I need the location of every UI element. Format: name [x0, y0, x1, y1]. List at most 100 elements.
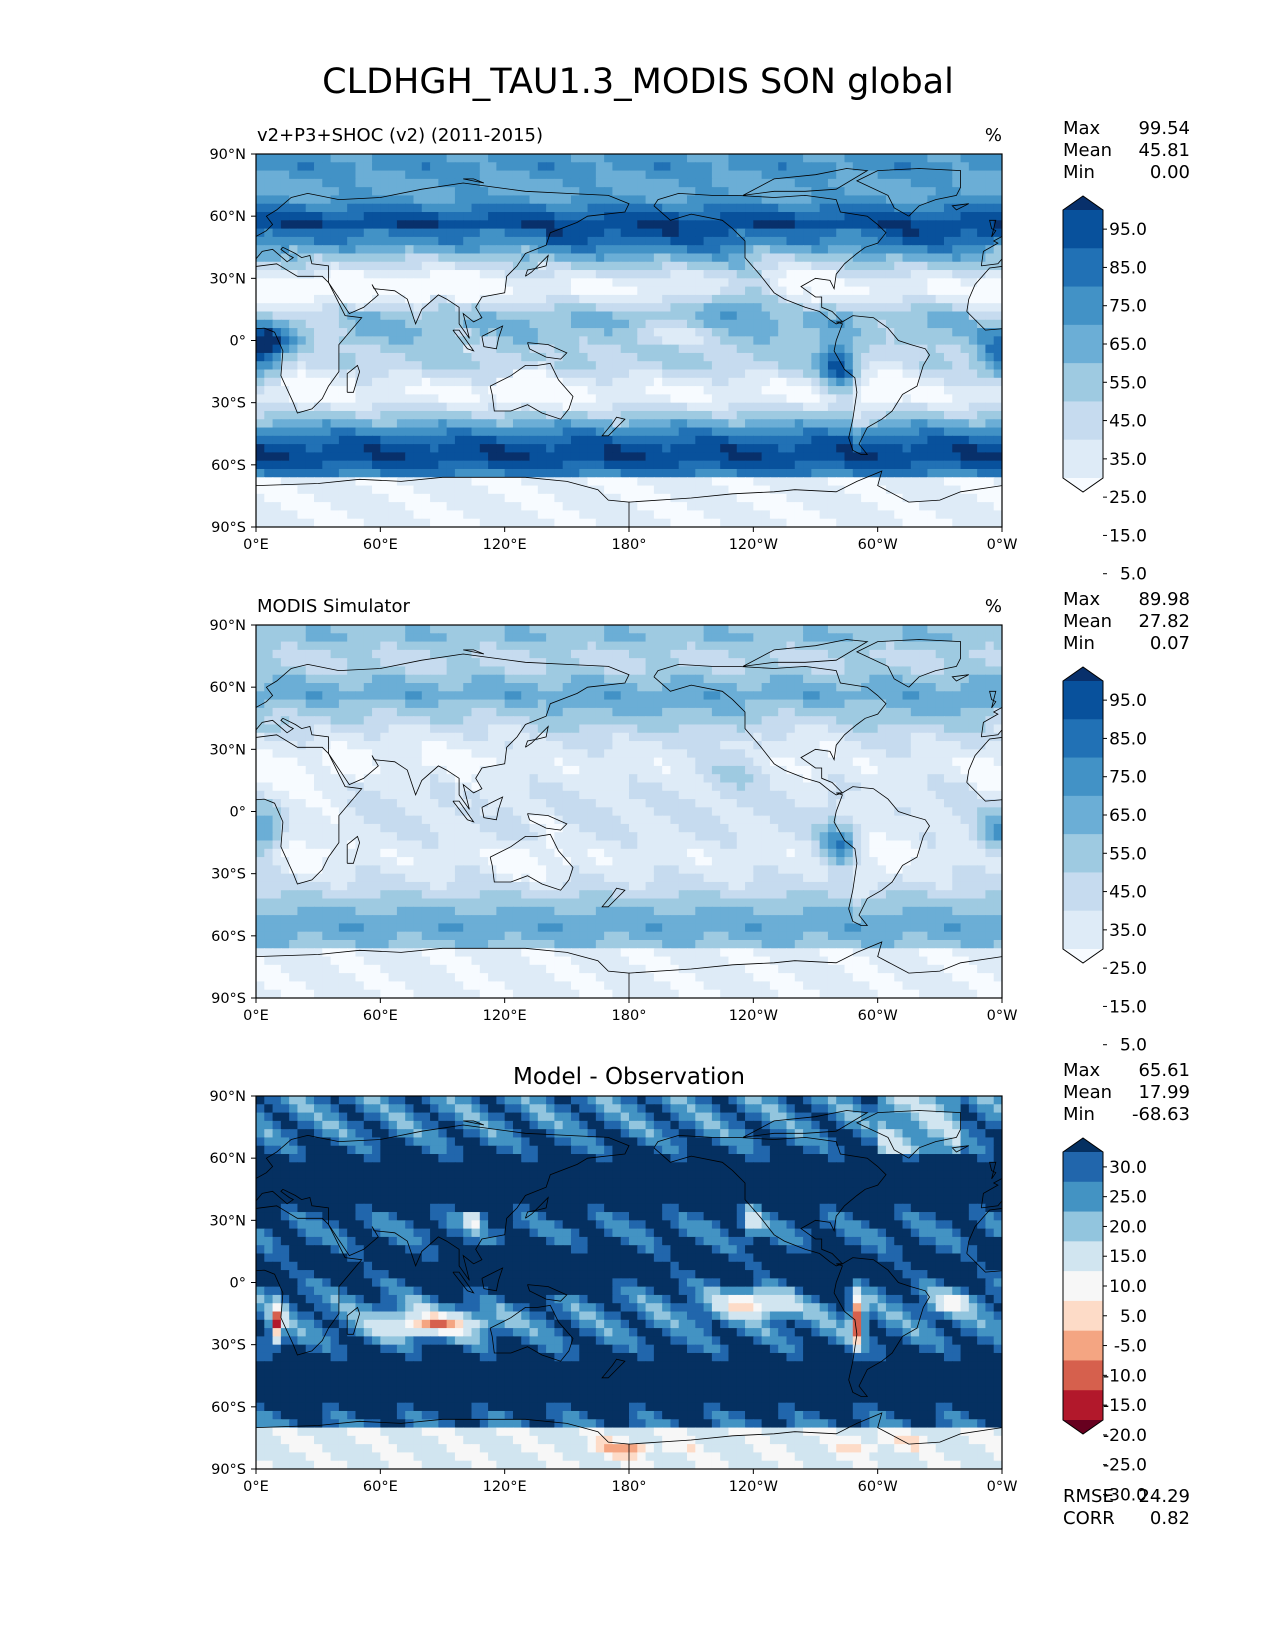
heatmap-cell	[272, 311, 282, 321]
heatmap-cell	[330, 319, 340, 329]
heatmap-cell	[645, 683, 655, 692]
heatmap-cell	[430, 212, 439, 221]
heatmap-cell	[521, 286, 531, 296]
heatmap-cell	[653, 170, 663, 180]
heatmap-cell	[827, 402, 837, 412]
heatmap-cell	[521, 419, 531, 429]
heatmap-cell	[687, 195, 696, 205]
heatmap-cell	[595, 649, 605, 659]
heatmap-cell	[479, 286, 489, 296]
heatmap-cell	[305, 468, 315, 478]
heatmap-cell	[803, 170, 812, 180]
heatmap-cell	[836, 452, 846, 462]
heatmap-cell	[330, 649, 340, 659]
heatmap-cell	[579, 278, 589, 288]
heatmap-cell	[952, 444, 962, 453]
heatmap-cell	[786, 253, 796, 263]
heatmap-cell	[430, 195, 439, 205]
heatmap-cell	[703, 253, 713, 263]
heatmap-cell	[430, 683, 439, 692]
heatmap-cell	[877, 344, 887, 354]
heatmap-cell	[927, 352, 937, 362]
heatmap-cell	[678, 510, 688, 520]
heatmap-cell	[471, 683, 481, 692]
heatmap-cell	[612, 311, 622, 321]
heatmap-cell	[504, 419, 514, 429]
heatmap-cell	[595, 154, 605, 163]
heatmap-cell	[943, 311, 953, 321]
heatmap-cell	[769, 674, 779, 684]
heatmap-cell	[695, 377, 705, 387]
heatmap-cell	[612, 187, 622, 197]
heatmap-cell	[595, 245, 605, 255]
heatmap-cell	[479, 195, 489, 205]
heatmap-cell	[952, 319, 962, 329]
heatmap-cell	[695, 460, 705, 470]
heatmap-cell	[745, 427, 754, 437]
heatmap-cell	[322, 427, 332, 437]
heatmap-cell	[836, 178, 846, 188]
heatmap-cell	[280, 427, 290, 437]
heatmap-cell	[421, 674, 431, 684]
heatmap-cell	[736, 410, 746, 420]
heatmap-cell	[488, 278, 497, 288]
heatmap-cell	[678, 410, 688, 420]
heatmap-cell	[703, 311, 713, 321]
heatmap-cell	[687, 502, 696, 512]
heatmap-cell	[869, 270, 879, 279]
heatmap-cell	[877, 666, 887, 676]
heatmap-cell	[786, 236, 796, 246]
heatmap-cell	[488, 154, 497, 163]
heatmap-cell	[570, 518, 580, 527]
colorbar-segment	[1063, 324, 1103, 364]
heatmap-cell	[662, 502, 672, 512]
heatmap-cell	[786, 683, 796, 692]
heatmap-cell	[587, 394, 597, 404]
heatmap-cell	[778, 369, 788, 379]
heatmap-cell	[529, 245, 539, 255]
heatmap-cell	[446, 294, 456, 304]
heatmap-cell	[910, 319, 920, 329]
heatmap-cell	[471, 427, 481, 437]
heatmap-cell	[637, 212, 647, 221]
heatmap-cell	[678, 170, 688, 180]
heatmap-cell	[595, 625, 605, 634]
heatmap-cell	[355, 203, 365, 213]
heatmap-cell	[985, 625, 995, 634]
heatmap-cell	[687, 352, 696, 362]
heatmap-cell	[372, 294, 381, 304]
heatmap-cell	[454, 294, 464, 304]
x-tick-label: 120°E	[483, 537, 527, 553]
heatmap-cell	[546, 154, 555, 163]
heatmap-cell	[512, 386, 522, 395]
heatmap-cell	[454, 452, 464, 462]
heatmap-cell	[695, 228, 705, 238]
heatmap-cell	[753, 518, 763, 527]
heatmap-cell	[985, 294, 995, 304]
heatmap-cell	[637, 691, 647, 701]
heatmap-cell	[479, 352, 489, 362]
coastline	[463, 178, 485, 184]
heatmap-cell	[678, 666, 688, 676]
heatmap-cell	[463, 203, 473, 213]
heatmap-cell	[778, 402, 788, 412]
heatmap-cell	[430, 162, 439, 172]
heatmap-cell	[562, 658, 572, 668]
heatmap-cell	[256, 485, 265, 495]
heatmap-cell	[836, 261, 846, 271]
heatmap-cell	[844, 377, 854, 387]
heatmap-cell	[579, 674, 589, 684]
heatmap-cell	[736, 641, 746, 651]
heatmap-cell	[504, 245, 514, 255]
heatmap-cell	[778, 162, 788, 172]
heatmap-cell	[587, 344, 597, 354]
heatmap-cell	[819, 303, 829, 313]
heatmap-cell	[662, 270, 672, 279]
heatmap-cell	[811, 154, 821, 163]
heatmap-cell	[670, 510, 680, 520]
heatmap-cell	[314, 649, 323, 659]
heatmap-cell	[703, 336, 713, 346]
heatmap-cell	[695, 625, 705, 634]
heatmap-cell	[272, 410, 282, 420]
heatmap-cell	[529, 410, 539, 420]
